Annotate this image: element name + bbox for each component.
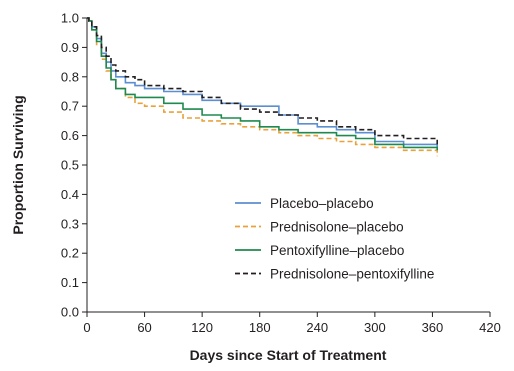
x-tick-label: 120 xyxy=(191,320,213,335)
legend-label-prednisolone-pentoxifylline: Prednisolone–pentoxifylline xyxy=(270,267,434,282)
x-tick-label: 180 xyxy=(249,320,271,335)
x-tick-label: 420 xyxy=(479,320,501,335)
legend-label-pentoxifylline-placebo: Pentoxifylline–placebo xyxy=(270,243,404,258)
y-axis-title: Proportion Surviving xyxy=(10,95,26,234)
y-tick-label: 1.0 xyxy=(61,11,79,26)
legend-label-prednisolone-placebo: Prednisolone–placebo xyxy=(270,220,404,235)
y-tick-label: 0.2 xyxy=(61,246,79,261)
y-ticks: 0.0 0.1 0.2 0.3 0.4 0.5 0.6 0.7 0.8 0.9 1.0 xyxy=(61,11,87,320)
y-tick-label: 0.3 xyxy=(61,216,79,231)
x-tick-label: 60 xyxy=(137,320,151,335)
series-line-prednisolone-placebo xyxy=(87,17,438,157)
y-tick-label: 0.1 xyxy=(61,275,79,290)
y-tick-label: 0.9 xyxy=(61,40,79,55)
x-axis-title: Days since Start of Treatment xyxy=(190,347,387,363)
x-ticks: 0 60 120 180 240 300 360 420 xyxy=(83,312,501,335)
x-tick-label: 360 xyxy=(422,320,444,335)
legend: Placebo–placebo Prednisolone–placebo Pento… xyxy=(235,196,434,282)
x-tick-label: 0 xyxy=(83,320,90,335)
series-line-prednisolone-pentoxifylline xyxy=(87,17,438,145)
legend-label-placebo-placebo: Placebo–placebo xyxy=(270,196,374,211)
x-tick-label: 300 xyxy=(364,320,386,335)
y-tick-label: 0.5 xyxy=(61,158,79,173)
y-tick-label: 0.6 xyxy=(61,128,79,143)
y-tick-label: 0.0 xyxy=(61,305,79,320)
y-tick-label: 0.7 xyxy=(61,99,79,114)
series-line-pentoxifylline-placebo xyxy=(87,17,438,151)
y-tick-label: 0.8 xyxy=(61,69,79,84)
x-tick-label: 240 xyxy=(306,320,328,335)
series-line-placebo-placebo xyxy=(87,17,438,148)
y-tick-label: 0.4 xyxy=(61,187,79,202)
series-layer xyxy=(87,17,438,157)
